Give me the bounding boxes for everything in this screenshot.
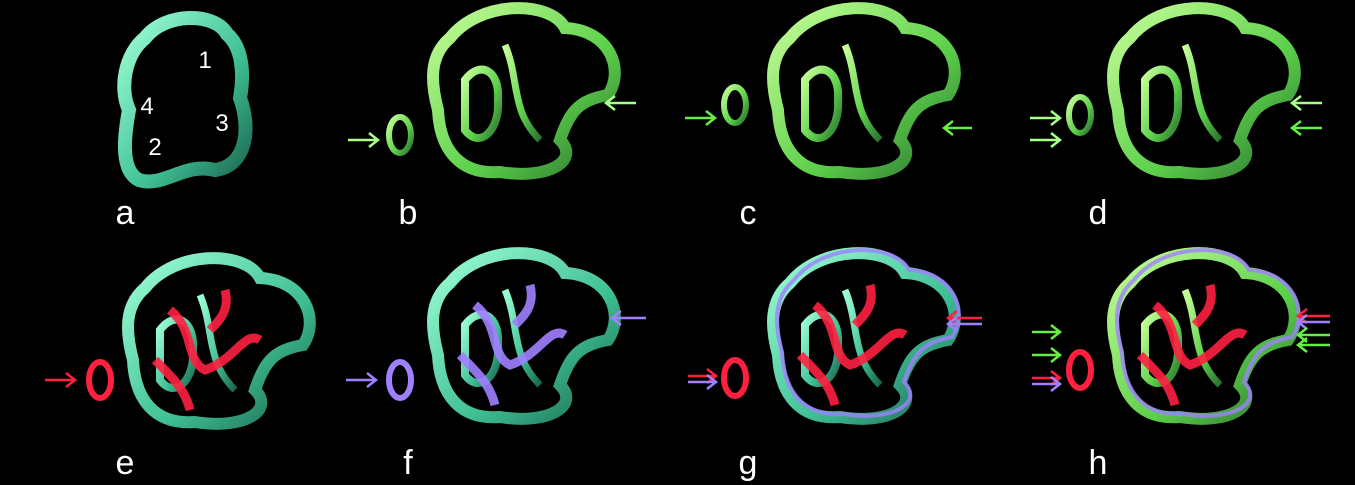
panel-label: h [1089, 444, 1108, 482]
panel-label: g [739, 444, 758, 482]
panel-label: e [116, 444, 135, 482]
region-number: 2 [148, 134, 161, 161]
panel-label: b [399, 194, 418, 232]
panel-label: c [740, 194, 757, 232]
panel-label: d [1089, 194, 1108, 232]
panel-label: a [116, 194, 135, 232]
region-number: 3 [215, 110, 228, 137]
panel-label: f [403, 444, 413, 482]
figure: a b c d e f g h 1 4 3 2 [0, 0, 1355, 485]
region-number: 4 [140, 93, 153, 120]
region-number: 1 [198, 47, 211, 74]
